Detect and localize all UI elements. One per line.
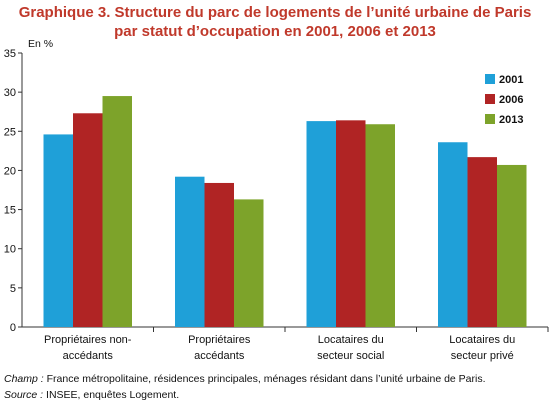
x-tick-label: accédants bbox=[194, 350, 245, 362]
bar-2006-0 bbox=[73, 113, 103, 327]
chart-title: Graphique 3. Structure du parc de logeme… bbox=[0, 3, 550, 41]
y-tick-label: 10 bbox=[4, 244, 16, 256]
source-note: Source : INSEE, enquêtes Logement. bbox=[4, 389, 179, 401]
x-tick-label: accédants bbox=[63, 350, 114, 362]
bar-2013-2 bbox=[365, 124, 395, 328]
source-text: INSEE, enquêtes Logement. bbox=[46, 389, 180, 401]
legend-swatch-2001 bbox=[485, 74, 495, 84]
bar-2006-3 bbox=[467, 157, 497, 327]
source-label: Source : bbox=[4, 389, 44, 401]
y-tick-label: 35 bbox=[4, 48, 16, 60]
x-tick-label: secteur privé bbox=[451, 350, 514, 362]
legend-label-2006: 2006 bbox=[499, 94, 523, 106]
bar-2013-1 bbox=[234, 199, 264, 327]
y-tick-label: 25 bbox=[4, 126, 16, 138]
chart-title-line-1: Graphique 3. Structure du parc de logeme… bbox=[18, 4, 532, 21]
legend-swatch-2006 bbox=[485, 94, 495, 104]
y-tick-label: 0 bbox=[10, 322, 16, 334]
x-tick-label: Propriétaires non- bbox=[44, 334, 132, 346]
y-tick-label: 5 bbox=[10, 283, 16, 295]
legend-label-2013: 2013 bbox=[499, 114, 523, 126]
x-tick-label: Locataires du bbox=[449, 334, 515, 346]
bar-2013-3 bbox=[497, 164, 527, 327]
chart-title-line-2: par statut d’occupation en 2001, 2006 et… bbox=[114, 23, 436, 40]
x-tick-label: secteur social bbox=[317, 350, 384, 362]
y-tick-label: 15 bbox=[4, 205, 16, 217]
legend-swatch-2013 bbox=[485, 114, 495, 124]
bar-2001-1 bbox=[175, 176, 205, 327]
x-tick-label: Locataires du bbox=[318, 334, 384, 346]
bar-2006-1 bbox=[204, 182, 234, 327]
champ-text: France métropolitaine, résidences princi… bbox=[46, 373, 486, 385]
y-tick-label: 30 bbox=[4, 87, 16, 99]
x-tick-label: Propriétaires bbox=[188, 334, 251, 346]
bar-2013-0 bbox=[102, 96, 132, 327]
bar-2001-2 bbox=[306, 121, 336, 327]
legend-label-2001: 2001 bbox=[499, 74, 523, 86]
champ-label: Champ : bbox=[4, 373, 44, 385]
y-tick-label: 20 bbox=[4, 165, 16, 177]
y-axis-label: En % bbox=[28, 38, 53, 50]
bar-2006-2 bbox=[336, 120, 366, 327]
champ-note: Champ : France métropolitaine, résidence… bbox=[4, 373, 486, 385]
bar-2001-0 bbox=[43, 134, 73, 327]
bar-2001-3 bbox=[438, 142, 468, 327]
